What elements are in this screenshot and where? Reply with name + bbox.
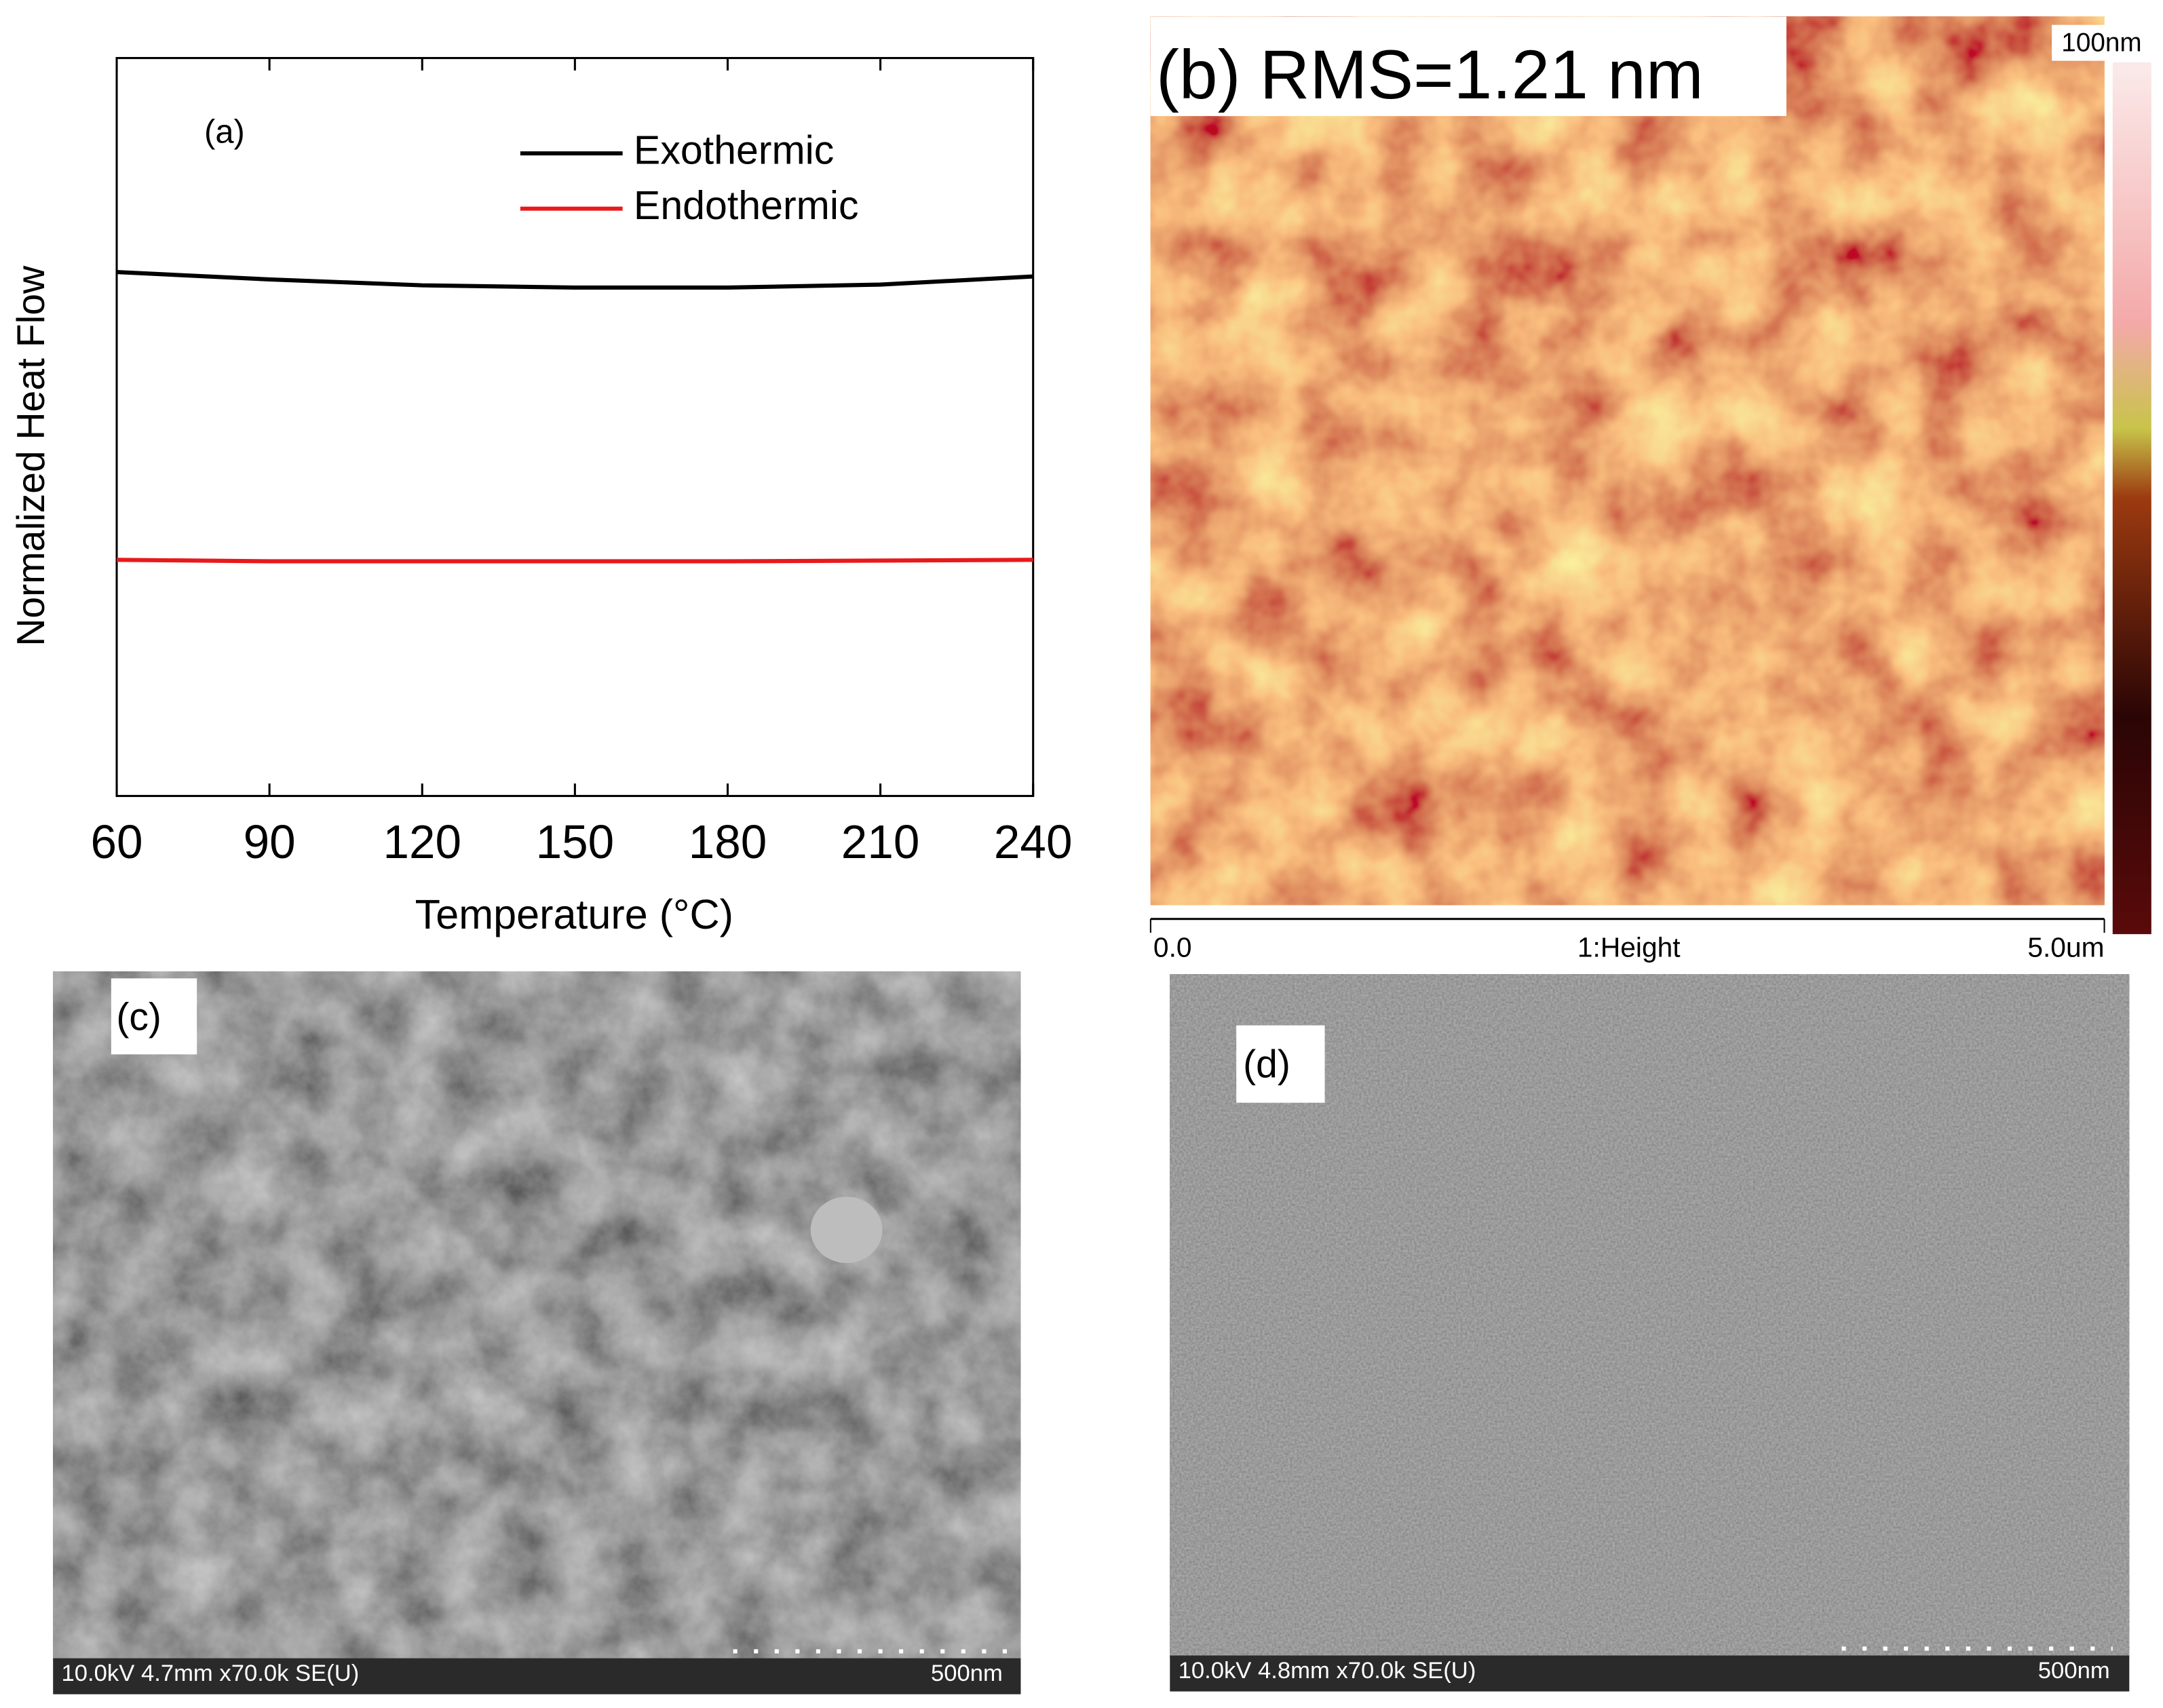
x-tick-label: 150 [536,815,615,868]
label-box [111,978,197,1055]
axis-start: 0.0 [1153,931,1192,963]
panel-d: (d) 10.0kV 4.8mm x70.0k SE(U) 500nm [1170,974,2130,1692]
x-tick-label: 60 [91,815,143,868]
info-bar [1170,1655,2130,1692]
panel-label: (c) [116,996,161,1039]
panel-b: (b) RMS=1.21 nm 100nm 0.0 1:Height 5.0um [1149,16,2154,963]
scale-label: 500nm [931,1661,1003,1686]
x-tick-label: 240 [994,815,1073,868]
x-tick-label: 180 [689,815,767,868]
axis-end-label: 5.0um [2027,931,2104,963]
panel-a: (a) Temperature (°C) Normalized Heat Flo… [9,57,1073,937]
axis-title: 1:Height [1577,931,1681,963]
legend-label: Endothermic [634,183,859,228]
series-line [116,269,1033,290]
panel-label: (a) [204,114,245,151]
label-box [1236,1025,1325,1103]
label-box [1150,16,1786,117]
x-tick-label: 90 [244,815,296,868]
panel-label: (d) [1243,1043,1290,1086]
series-line [116,558,1033,564]
scale-box [2052,24,2154,61]
legend-label: Exothermic [634,128,834,173]
info-bar [53,1658,1021,1694]
y-axis-label: Normalized Heat Flow [9,265,53,646]
scale-label: 500nm [2038,1658,2110,1684]
sem-image [53,971,1021,1663]
x-axis-label: Temperature (°C) [415,891,733,937]
sem-info: 10.0kV 4.7mm x70.0k SE(U) [62,1661,360,1686]
panel-label: (b) RMS=1.21 nm [1156,36,1704,113]
sem-info: 10.0kV 4.8mm x70.0k SE(U) [1179,1658,1476,1684]
x-tick-label: 120 [383,815,461,868]
color-scale-max: 100nm [2061,28,2141,57]
plot-frame [115,57,1035,797]
x-tick-label: 210 [841,815,920,868]
sem-image [1170,974,2130,1658]
panel-c: (c) 10.0kV 4.7mm x70.0k SE(U) 500nm [53,971,1021,1694]
color-bar [2112,62,2151,935]
afm-image [1150,16,2105,906]
particle [810,1197,883,1264]
